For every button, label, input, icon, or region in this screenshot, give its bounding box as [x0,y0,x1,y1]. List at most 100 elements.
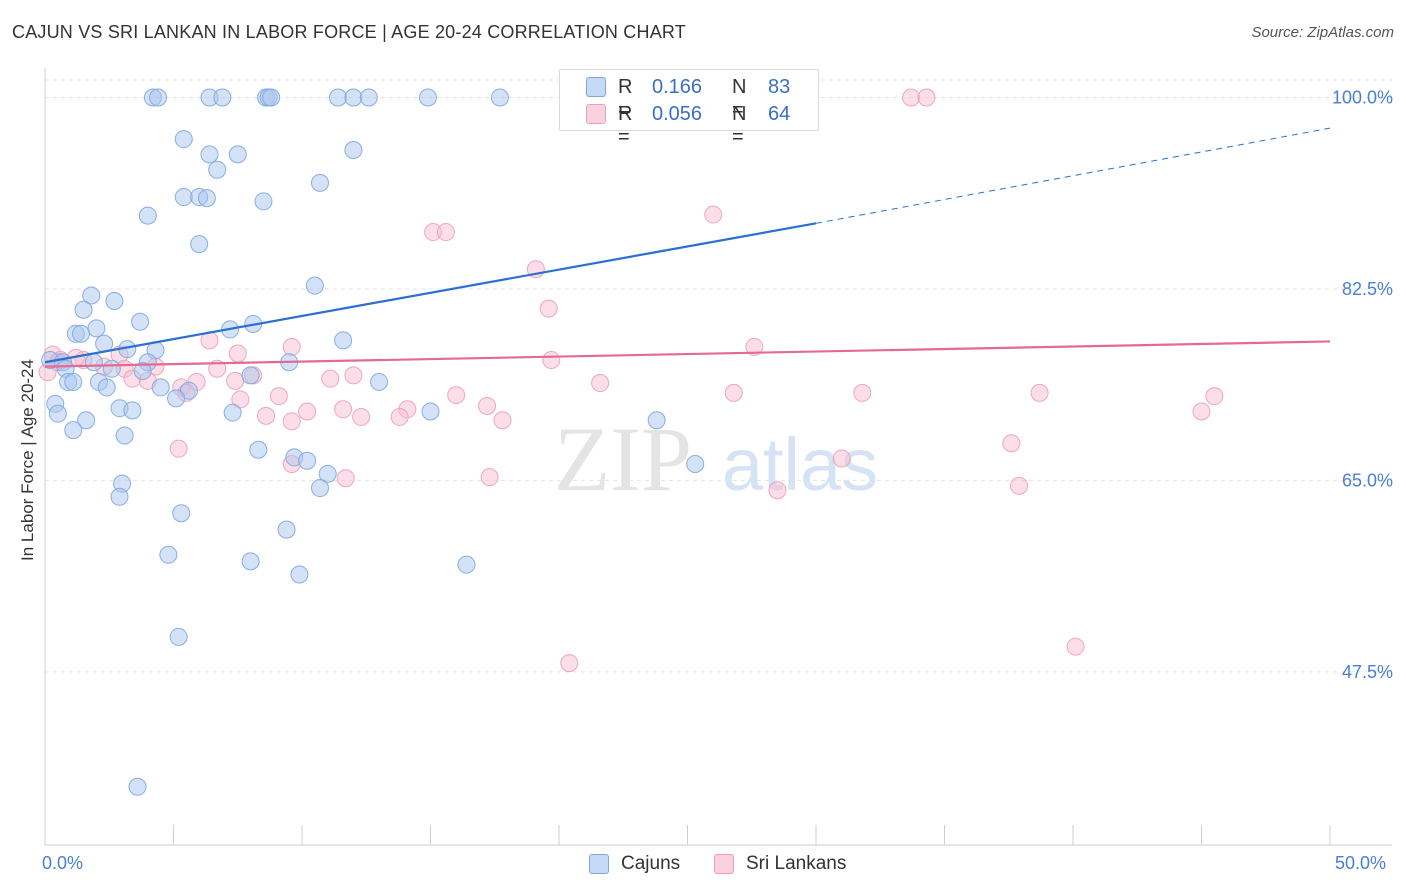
x-tick-label-min: 0.0% [42,853,84,873]
cajuns-point-34 [334,331,353,350]
cajuns-point-32 [71,324,90,343]
cajuns-point-71 [310,479,329,498]
sri-lankans-point-57 [480,468,499,487]
sri-lankans-legend-label: Sri Lankans [746,853,847,874]
sri-lankans-point-19 [745,337,764,356]
sri-lankans-point-36 [269,387,288,406]
cajuns-trend-line [44,222,817,364]
cajuns-point-9 [359,88,378,107]
cajuns-point-53 [370,372,389,391]
watermark: ZIP atlas [554,408,878,510]
sri-lankans-point-59 [1010,476,1029,495]
cajuns-point-40 [84,353,103,372]
cajuns-point-12 [174,130,193,149]
cajuns-point-44 [102,359,121,378]
cajuns-point-23 [190,235,209,254]
x-tick-label-max: 50.0% [1335,853,1387,873]
cajuns-point-57 [123,401,142,420]
cajuns-points [41,88,705,796]
sri-lankans-point-16 [282,337,301,356]
sri-lankans-point-48 [390,407,409,426]
n-label: N = [732,103,747,148]
sri-lankans-swatch [586,104,606,124]
cajuns-point-24 [305,276,324,295]
cajuns-point-28 [131,312,150,331]
sri-lankans-point-29 [344,366,363,385]
cajuns-point-18 [174,188,193,207]
sri-lankans-point-52 [169,439,188,458]
cajuns-point-11 [490,88,509,107]
chart-title: CAJUN VS SRI LANKAN IN LABOR FORCE | AGE… [12,22,686,42]
sri-lankans-trend-line [44,340,1331,368]
cajuns-point-27 [74,300,93,319]
chart-source: Source: ZipAtlas.com [1251,24,1394,41]
cajuns-point-29 [87,319,106,338]
sri-lankans-point-47 [352,407,371,426]
cajuns-point-3 [213,88,232,107]
sri-lankans-point-51 [1192,402,1211,421]
sri-lankans-point-41 [1205,387,1224,406]
cajuns-legend-label: Cajuns [621,853,681,874]
cajuns-point-79 [169,627,188,646]
r-label: R = [618,76,633,121]
cajuns-point-21 [254,192,273,211]
n-value: 83 [768,76,791,98]
sri-lankans-point-30 [321,369,340,388]
sri-lankans-point-23 [208,359,227,378]
cajuns-point-69 [318,464,337,483]
sri-lankans-legend-swatch [714,854,734,874]
sri-lankans-point-31 [591,374,610,393]
sri-lankans-point-42 [478,397,497,416]
cajuns-point-15 [208,160,227,179]
cajuns-point-72 [110,487,129,506]
cajuns-point-45 [133,362,152,380]
cajuns-point-62 [647,411,666,430]
sri-lankans-point-50 [493,411,512,430]
sri-lankans-point-4 [902,88,921,107]
cajuns-point-54 [167,389,186,408]
sri-lankans-point-54 [1002,434,1021,453]
n-value: 64 [768,103,791,125]
cajuns-point-26 [105,291,124,310]
sri-lankans-point-32 [226,371,245,390]
y-tick-labels: 47.5% 65.0% 82.5% 100.0% [1332,88,1393,682]
y-tick-label-3: 100.0% [1332,88,1393,108]
sri-lankans-point-18 [542,351,561,370]
sri-lankans-point-46 [257,406,276,425]
sri-lankans-point-58 [768,481,787,500]
cajuns-point-76 [241,552,260,571]
cajuns-point-17 [310,173,329,192]
cajuns-trend-extension [815,127,1331,224]
sri-lankans-point-17 [228,344,247,363]
cajuns-point-20 [197,189,216,208]
y-tick-label-2: 82.5% [1342,279,1393,299]
sri-lankans-point-56 [336,469,355,488]
cajuns-point-65 [249,440,268,459]
sri-lankans-point-10 [539,299,558,318]
sri-lankans-point-37 [447,386,466,405]
sri-lankans-point-6 [704,205,723,224]
y-tick-label-0: 47.5% [1342,662,1393,682]
sri-lankans-point-49 [282,412,301,431]
cajuns-point-7 [328,88,347,107]
y-tick-label-1: 65.0% [1342,470,1393,490]
sri-lankans-point-53 [832,449,851,468]
cajuns-point-59 [421,402,440,421]
sri-lankans-point-60 [1066,637,1085,656]
cajuns-point-13 [200,145,219,164]
cajuns-point-80 [128,777,147,796]
r-label: R = [618,103,633,148]
cajuns-point-6 [262,88,281,107]
cajuns-point-22 [138,206,157,225]
cajuns-point-58 [223,403,242,422]
cajuns-point-1 [149,88,168,107]
cajuns-point-14 [228,145,247,164]
cajuns-point-67 [298,451,317,470]
cajuns-point-60 [48,404,67,423]
sri-lankans-point-8 [436,223,455,242]
cajuns-point-16 [344,141,363,160]
cajuns-point-74 [277,520,296,539]
watermark-zip: ZIP [554,408,692,510]
sri-lankans-point-45 [298,402,317,421]
